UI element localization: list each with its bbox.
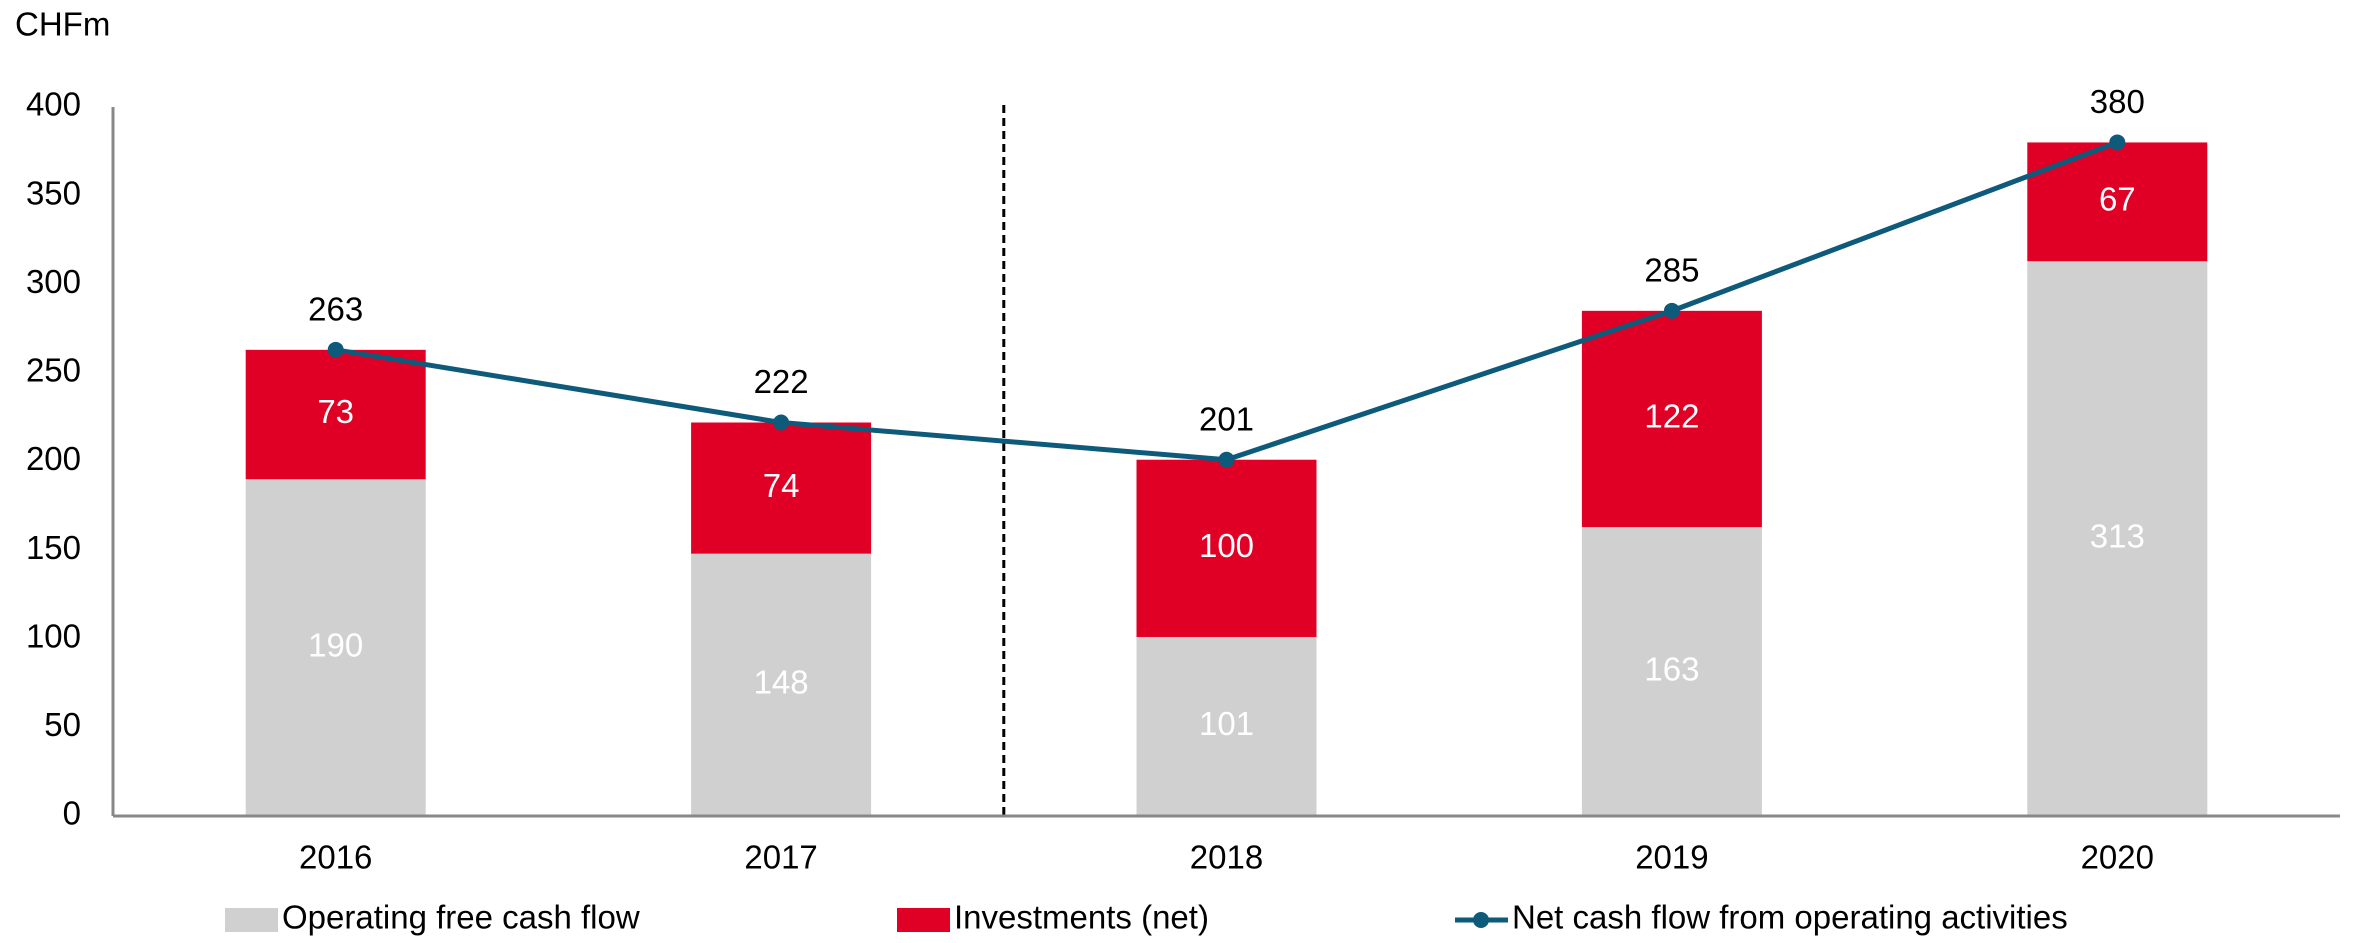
bar-segment [245,479,426,816]
y-tick-label: 200 [26,440,81,477]
y-tick-label: 400 [26,86,81,123]
y-tick-label: 100 [26,617,81,654]
data-label: 201 [1199,400,1254,437]
data-label: 67 [2099,181,2136,218]
bar-segment [691,422,872,554]
line-point [1663,302,1680,319]
legend-label: Net cash flow from operating activities [1512,899,2068,936]
x-tick-label: 2016 [299,839,372,876]
legend-swatch [1473,912,1489,928]
y-tick-label: 350 [26,174,81,211]
legend-label: Investments (net) [954,899,1209,936]
y-tick-label: 50 [44,706,81,743]
x-tick-label: 2018 [1190,839,1263,876]
line-point [1218,451,1235,468]
bar-segment [1581,527,1762,816]
line-point [2109,134,2126,151]
x-tick-label: 2017 [744,839,817,876]
y-tick-label: 300 [26,263,81,300]
data-label: 190 [308,626,363,663]
data-label: 163 [1644,650,1699,687]
x-tick-label: 2019 [1635,839,1708,876]
legend-label: Operating free cash flow [282,899,640,936]
bar-segment [1581,310,1762,528]
y-tick-label: 250 [26,352,81,389]
legend-swatch [897,908,950,932]
line-point [773,414,790,431]
line-point [327,341,344,358]
bar-segment [691,553,872,816]
bar-segment [1136,459,1317,637]
data-label: 263 [308,291,363,328]
y-axis-label: CHFm [15,6,110,43]
data-label: 122 [1644,398,1699,435]
data-label: 222 [754,363,809,400]
bar-segment [2027,261,2208,816]
data-label: 101 [1199,705,1254,742]
data-label: 380 [2090,83,2145,120]
data-label: 100 [1199,527,1254,564]
data-label: 148 [754,664,809,701]
data-label: 73 [317,393,354,430]
data-label: 285 [1644,252,1699,289]
y-tick-label: 150 [26,529,81,566]
y-tick-label: 0 [63,795,81,832]
data-label: 74 [763,467,800,504]
bar-segment [245,349,426,480]
legend-swatch [225,908,278,932]
bar-segment [1136,636,1317,816]
bar-segment [2027,142,2208,262]
x-tick-label: 2020 [2081,839,2154,876]
data-label: 313 [2090,517,2145,554]
